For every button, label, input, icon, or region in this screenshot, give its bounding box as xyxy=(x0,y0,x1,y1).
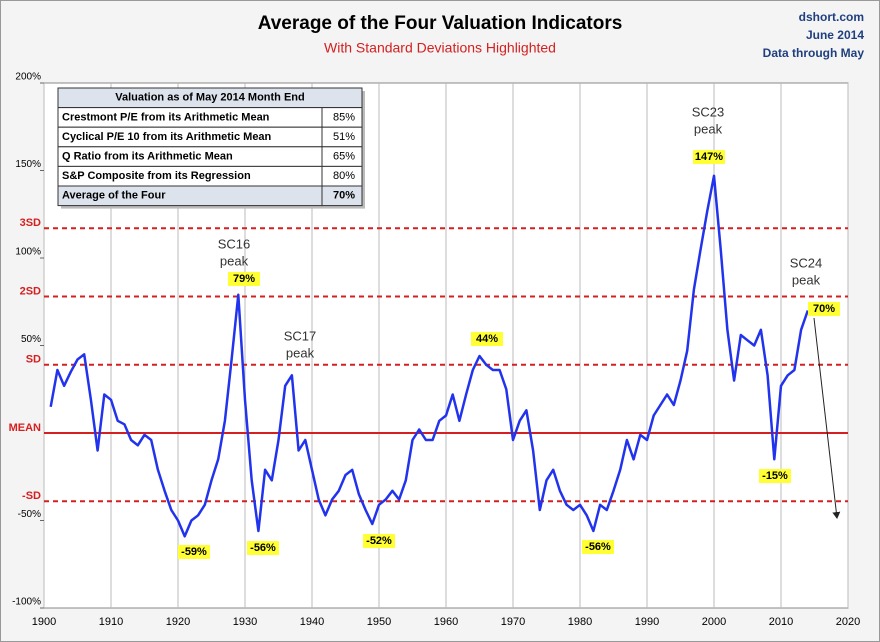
table-header: Valuation as of May 2014 Month End xyxy=(115,92,304,104)
reference-label: MEAN xyxy=(9,422,41,434)
highlight-label: 44% xyxy=(476,333,498,345)
annotation: peak xyxy=(220,253,249,268)
highlight-box xyxy=(582,540,614,554)
y-tick-label: -50% xyxy=(18,509,41,520)
x-tick-label: 1920 xyxy=(166,616,190,628)
annotation: SC23 xyxy=(692,104,725,119)
highlight-label: 70% xyxy=(813,303,835,315)
highlight-box xyxy=(471,332,503,346)
table-label: Cyclical P/E 10 from its Arithmetic Mean xyxy=(62,131,272,143)
reference-label: 2SD xyxy=(20,285,41,297)
annotation: peak xyxy=(286,345,315,360)
table-value: 65% xyxy=(333,151,355,163)
y-tick-label: 150% xyxy=(15,159,41,170)
x-tick-label: 1940 xyxy=(300,616,324,628)
table-cell xyxy=(321,185,363,207)
x-tick-label: 1910 xyxy=(99,616,123,628)
highlight-box xyxy=(808,302,840,316)
highlight-box xyxy=(693,150,725,164)
table-value: 85% xyxy=(333,111,355,123)
source: June 2014 xyxy=(806,28,864,42)
table-label: S&P Composite from its Regression xyxy=(62,170,251,182)
x-tick-label: 1930 xyxy=(233,616,257,628)
highlight-box xyxy=(228,272,260,286)
series-line xyxy=(49,174,809,538)
highlight-label: -56% xyxy=(585,541,611,553)
highlight-label: -52% xyxy=(366,535,392,547)
source: dshort.com xyxy=(799,10,864,24)
highlight-label: -59% xyxy=(181,546,207,558)
table-value: 51% xyxy=(333,131,355,143)
y-tick-label: 200% xyxy=(15,72,41,83)
table-label: Average of the Four xyxy=(62,190,166,202)
table-value: 80% xyxy=(333,170,355,182)
x-tick-label: 1960 xyxy=(434,616,458,628)
highlight-box xyxy=(363,534,395,548)
highlight-label: -56% xyxy=(250,542,276,554)
chart-subtitle: With Standard Deviations Highlighted xyxy=(324,40,556,56)
table-value: 70% xyxy=(333,190,355,202)
x-tick-label: 2000 xyxy=(702,616,726,628)
y-tick-label: -100% xyxy=(12,597,41,608)
highlight-box xyxy=(247,541,279,555)
y-tick-label: 50% xyxy=(21,334,41,345)
annotation: SC17 xyxy=(284,328,317,343)
highlight-box xyxy=(759,469,791,483)
annotation: SC16 xyxy=(218,236,251,251)
source: Data through May xyxy=(763,46,865,60)
annotation: peak xyxy=(792,272,821,287)
x-tick-label: 1970 xyxy=(501,616,525,628)
y-tick-label: 100% xyxy=(15,247,41,258)
x-tick-label: 1900 xyxy=(32,616,56,628)
reference-label: SD xyxy=(26,354,41,366)
highlight-label: 79% xyxy=(233,273,255,285)
reference-label: 3SD xyxy=(20,217,41,229)
x-tick-label: 2010 xyxy=(769,616,793,628)
highlight-box xyxy=(178,545,210,559)
highlight-label: 147% xyxy=(695,151,723,163)
annotation: peak xyxy=(694,121,723,136)
reference-label: -SD xyxy=(22,490,41,502)
x-tick-label: 1990 xyxy=(635,616,659,628)
projection-arrow xyxy=(813,317,841,519)
x-tick-label: 2020 xyxy=(836,616,860,628)
x-tick-label: 1950 xyxy=(367,616,391,628)
chart-title: Average of the Four Valuation Indicators xyxy=(258,13,623,34)
table-label: Crestmont P/E from its Arithmetic Mean xyxy=(62,111,270,123)
highlight-label: -15% xyxy=(762,470,788,482)
x-tick-label: 1980 xyxy=(568,616,592,628)
table-label: Q Ratio from its Arithmetic Mean xyxy=(62,151,233,163)
annotation: SC24 xyxy=(790,255,823,270)
